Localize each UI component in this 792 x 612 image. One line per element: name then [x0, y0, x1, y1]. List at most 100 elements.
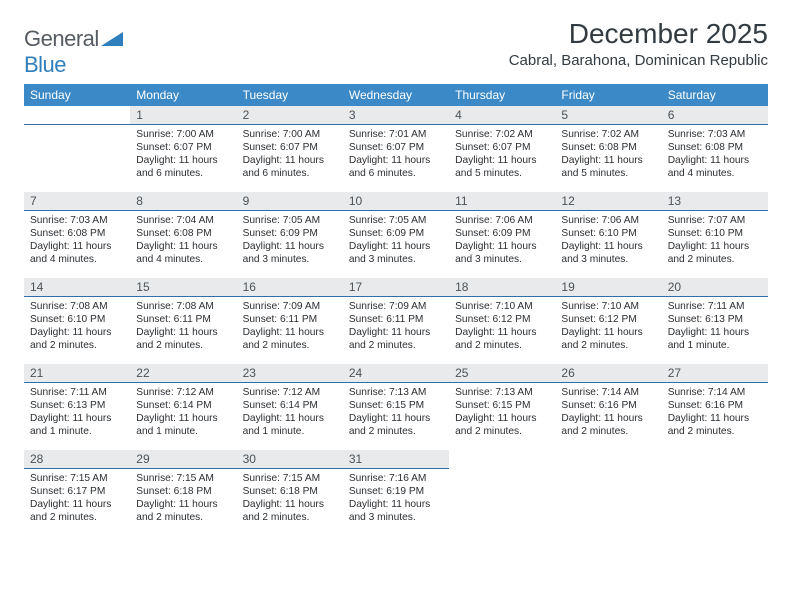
- day-details: Sunrise: 7:03 AMSunset: 6:08 PMDaylight:…: [24, 211, 130, 270]
- day-details: Sunrise: 7:15 AMSunset: 6:18 PMDaylight:…: [130, 469, 236, 528]
- calendar-cell: 10Sunrise: 7:05 AMSunset: 6:09 PMDayligh…: [343, 192, 449, 278]
- calendar-table: SundayMondayTuesdayWednesdayThursdayFrid…: [24, 84, 768, 536]
- empty-day: [555, 450, 661, 468]
- day-number: 2: [237, 106, 343, 125]
- calendar-cell: 20Sunrise: 7:11 AMSunset: 6:13 PMDayligh…: [662, 278, 768, 364]
- calendar-week-row: 1Sunrise: 7:00 AMSunset: 6:07 PMDaylight…: [24, 106, 768, 192]
- calendar-cell: 29Sunrise: 7:15 AMSunset: 6:18 PMDayligh…: [130, 450, 236, 536]
- day-details: Sunrise: 7:15 AMSunset: 6:17 PMDaylight:…: [24, 469, 130, 528]
- day-number: 4: [449, 106, 555, 125]
- day-details: Sunrise: 7:02 AMSunset: 6:08 PMDaylight:…: [555, 125, 661, 184]
- day-details: Sunrise: 7:06 AMSunset: 6:10 PMDaylight:…: [555, 211, 661, 270]
- empty-day: [662, 450, 768, 468]
- day-details: Sunrise: 7:02 AMSunset: 6:07 PMDaylight:…: [449, 125, 555, 184]
- day-details: Sunrise: 7:00 AMSunset: 6:07 PMDaylight:…: [130, 125, 236, 184]
- day-details: Sunrise: 7:08 AMSunset: 6:11 PMDaylight:…: [130, 297, 236, 356]
- day-number: 21: [24, 364, 130, 383]
- weekday-header: Thursday: [449, 84, 555, 106]
- day-details: Sunrise: 7:11 AMSunset: 6:13 PMDaylight:…: [24, 383, 130, 442]
- day-number: 15: [130, 278, 236, 297]
- day-details: Sunrise: 7:08 AMSunset: 6:10 PMDaylight:…: [24, 297, 130, 356]
- day-number: 12: [555, 192, 661, 211]
- day-number: 22: [130, 364, 236, 383]
- weekday-header-row: SundayMondayTuesdayWednesdayThursdayFrid…: [24, 84, 768, 106]
- day-details: Sunrise: 7:09 AMSunset: 6:11 PMDaylight:…: [343, 297, 449, 356]
- calendar-week-row: 14Sunrise: 7:08 AMSunset: 6:10 PMDayligh…: [24, 278, 768, 364]
- day-number: 30: [237, 450, 343, 469]
- calendar-cell: 26Sunrise: 7:14 AMSunset: 6:16 PMDayligh…: [555, 364, 661, 450]
- calendar-cell: 11Sunrise: 7:06 AMSunset: 6:09 PMDayligh…: [449, 192, 555, 278]
- weekday-header: Friday: [555, 84, 661, 106]
- day-number: 8: [130, 192, 236, 211]
- day-details: Sunrise: 7:09 AMSunset: 6:11 PMDaylight:…: [237, 297, 343, 356]
- day-number: 9: [237, 192, 343, 211]
- calendar-cell: 28Sunrise: 7:15 AMSunset: 6:17 PMDayligh…: [24, 450, 130, 536]
- calendar-cell: 18Sunrise: 7:10 AMSunset: 6:12 PMDayligh…: [449, 278, 555, 364]
- calendar-cell: 30Sunrise: 7:15 AMSunset: 6:18 PMDayligh…: [237, 450, 343, 536]
- weekday-header: Wednesday: [343, 84, 449, 106]
- calendar-cell: 6Sunrise: 7:03 AMSunset: 6:08 PMDaylight…: [662, 106, 768, 192]
- calendar-cell: 31Sunrise: 7:16 AMSunset: 6:19 PMDayligh…: [343, 450, 449, 536]
- calendar-cell: [662, 450, 768, 536]
- weekday-header: Saturday: [662, 84, 768, 106]
- calendar-week-row: 28Sunrise: 7:15 AMSunset: 6:17 PMDayligh…: [24, 450, 768, 536]
- logo-text: General Blue: [24, 24, 123, 78]
- page-header: General Blue December 2025 Cabral, Barah…: [24, 18, 768, 78]
- calendar-cell: 15Sunrise: 7:08 AMSunset: 6:11 PMDayligh…: [130, 278, 236, 364]
- title-block: December 2025 Cabral, Barahona, Dominica…: [509, 18, 768, 69]
- day-number: 29: [130, 450, 236, 469]
- calendar-cell: [555, 450, 661, 536]
- day-number: 14: [24, 278, 130, 297]
- calendar-cell: [449, 450, 555, 536]
- calendar-cell: 27Sunrise: 7:14 AMSunset: 6:16 PMDayligh…: [662, 364, 768, 450]
- calendar-cell: 1Sunrise: 7:00 AMSunset: 6:07 PMDaylight…: [130, 106, 236, 192]
- calendar-cell: 24Sunrise: 7:13 AMSunset: 6:15 PMDayligh…: [343, 364, 449, 450]
- calendar-week-row: 21Sunrise: 7:11 AMSunset: 6:13 PMDayligh…: [24, 364, 768, 450]
- calendar-cell: 25Sunrise: 7:13 AMSunset: 6:15 PMDayligh…: [449, 364, 555, 450]
- location: Cabral, Barahona, Dominican Republic: [509, 52, 768, 69]
- logo-triangle-icon: [101, 26, 123, 52]
- day-details: Sunrise: 7:04 AMSunset: 6:08 PMDaylight:…: [130, 211, 236, 270]
- weekday-header: Tuesday: [237, 84, 343, 106]
- day-details: Sunrise: 7:05 AMSunset: 6:09 PMDaylight:…: [237, 211, 343, 270]
- calendar-cell: 13Sunrise: 7:07 AMSunset: 6:10 PMDayligh…: [662, 192, 768, 278]
- calendar-cell: 21Sunrise: 7:11 AMSunset: 6:13 PMDayligh…: [24, 364, 130, 450]
- day-details: Sunrise: 7:01 AMSunset: 6:07 PMDaylight:…: [343, 125, 449, 184]
- month-title: December 2025: [509, 18, 768, 50]
- calendar-week-row: 7Sunrise: 7:03 AMSunset: 6:08 PMDaylight…: [24, 192, 768, 278]
- day-number: 25: [449, 364, 555, 383]
- day-number: 1: [130, 106, 236, 125]
- calendar-cell: 19Sunrise: 7:10 AMSunset: 6:12 PMDayligh…: [555, 278, 661, 364]
- day-number: 20: [662, 278, 768, 297]
- day-number: 11: [449, 192, 555, 211]
- day-details: Sunrise: 7:06 AMSunset: 6:09 PMDaylight:…: [449, 211, 555, 270]
- day-number: 6: [662, 106, 768, 125]
- calendar-cell: 23Sunrise: 7:12 AMSunset: 6:14 PMDayligh…: [237, 364, 343, 450]
- logo-word2: Blue: [24, 52, 66, 77]
- calendar-cell: 17Sunrise: 7:09 AMSunset: 6:11 PMDayligh…: [343, 278, 449, 364]
- logo: General Blue: [24, 24, 123, 78]
- day-number: 13: [662, 192, 768, 211]
- day-details: Sunrise: 7:13 AMSunset: 6:15 PMDaylight:…: [343, 383, 449, 442]
- day-number: 28: [24, 450, 130, 469]
- day-number: 23: [237, 364, 343, 383]
- day-number: 5: [555, 106, 661, 125]
- weekday-header: Sunday: [24, 84, 130, 106]
- day-number: 27: [662, 364, 768, 383]
- day-details: Sunrise: 7:10 AMSunset: 6:12 PMDaylight:…: [555, 297, 661, 356]
- calendar-cell: [24, 106, 130, 192]
- calendar-cell: 3Sunrise: 7:01 AMSunset: 6:07 PMDaylight…: [343, 106, 449, 192]
- day-number: 19: [555, 278, 661, 297]
- day-number: 7: [24, 192, 130, 211]
- calendar-cell: 9Sunrise: 7:05 AMSunset: 6:09 PMDaylight…: [237, 192, 343, 278]
- empty-day: [24, 106, 130, 125]
- calendar-cell: 14Sunrise: 7:08 AMSunset: 6:10 PMDayligh…: [24, 278, 130, 364]
- day-details: Sunrise: 7:11 AMSunset: 6:13 PMDaylight:…: [662, 297, 768, 356]
- day-details: Sunrise: 7:05 AMSunset: 6:09 PMDaylight:…: [343, 211, 449, 270]
- day-details: Sunrise: 7:13 AMSunset: 6:15 PMDaylight:…: [449, 383, 555, 442]
- day-number: 16: [237, 278, 343, 297]
- day-details: Sunrise: 7:00 AMSunset: 6:07 PMDaylight:…: [237, 125, 343, 184]
- day-number: 26: [555, 364, 661, 383]
- day-number: 18: [449, 278, 555, 297]
- empty-day: [449, 450, 555, 468]
